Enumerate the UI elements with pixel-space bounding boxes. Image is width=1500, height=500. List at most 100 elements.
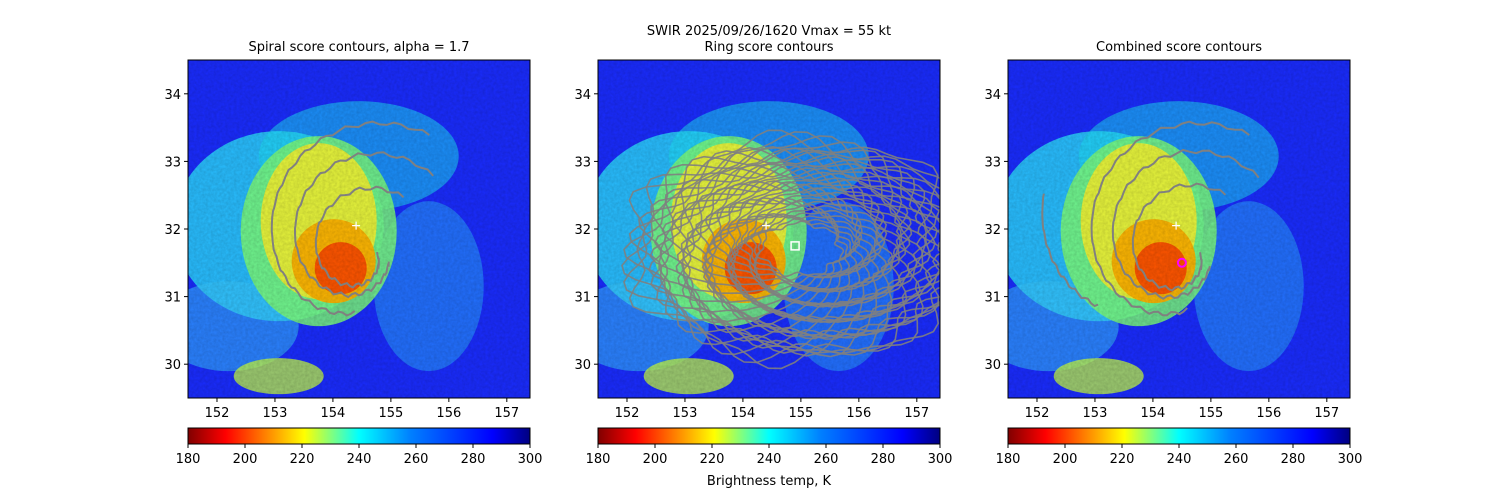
x-tick-label: 157 (904, 406, 929, 421)
ring-best-marker (790, 241, 800, 251)
x-tick-label: 154 (321, 406, 346, 421)
panel-title: Spiral score contours, alpha = 1.7 (248, 40, 469, 55)
contour-line (753, 216, 849, 282)
contour-line (1111, 148, 1260, 300)
x-tick-label: 156 (436, 406, 461, 421)
colorbar-tick-label: 220 (700, 452, 725, 467)
panel-spiral: Spiral score contours, alpha = 1.7 152 153… (164, 40, 543, 467)
contour-line (621, 135, 940, 356)
x-tick-label: 157 (494, 406, 519, 421)
y-tick-label: 34 (574, 88, 591, 103)
contour-line (733, 207, 864, 291)
colorbar-tick-label: 280 (1281, 452, 1306, 467)
contour-line (695, 180, 907, 321)
y-tick-label: 30 (574, 358, 591, 373)
colorbar-tick-label: 200 (233, 452, 258, 467)
colorbar-tick-label: 220 (290, 452, 315, 467)
colorbar-tick-label: 220 (1110, 452, 1135, 467)
y-tick-label: 33 (574, 155, 591, 170)
colorbar-tick-label: 180 (996, 452, 1021, 467)
colorbar-tick-label: 300 (928, 452, 953, 467)
colorbar-tick-label: 260 (404, 452, 429, 467)
x-tick-label: 154 (1141, 406, 1166, 421)
x-tick-label: 154 (731, 406, 756, 421)
contour-line (676, 171, 918, 323)
contour-line (718, 196, 882, 304)
contour-line (743, 213, 857, 288)
y-tick-label: 31 (984, 291, 1001, 306)
figure-suptitle: SWIR 2025/09/26/1620 Vmax = 55 kt (647, 24, 891, 39)
contour-line (711, 197, 886, 306)
y-tick-label: 30 (164, 358, 181, 373)
x-tick-label: 153 (673, 406, 698, 421)
contour-line (628, 129, 940, 370)
colorbar-tick-label: 260 (814, 452, 839, 467)
colorbar-tick-label: 240 (347, 452, 372, 467)
colorbar-tick-label: 260 (1224, 452, 1249, 467)
x-tick-label: 152 (1025, 406, 1050, 421)
y-tick-label: 30 (984, 358, 1001, 373)
colorbar-tick-label: 180 (176, 452, 201, 467)
plot-area (1008, 60, 1350, 398)
y-tick-label: 31 (574, 291, 591, 306)
colorbar (187, 427, 531, 445)
contour-line (314, 185, 405, 289)
contour-line (294, 151, 434, 299)
panel-ring: Ring score contours 152 153 154 155 156 157 30 3… (574, 40, 953, 467)
panel-title: Combined score contours (1096, 40, 1262, 55)
colorbar (597, 427, 941, 445)
y-tick-label: 33 (984, 155, 1001, 170)
contour-line (687, 180, 911, 323)
contour-line (1090, 120, 1250, 317)
x-tick-label: 153 (1083, 406, 1108, 421)
colorbar-tick-label: 280 (461, 452, 486, 467)
panel-title: Ring score contours (704, 40, 833, 55)
colorbar-tick-label: 300 (518, 452, 543, 467)
field-texture (1008, 60, 1350, 398)
colorbar-tick-label: 180 (586, 452, 611, 467)
colorbar-tick-label: 280 (871, 452, 896, 467)
contour-line (727, 197, 877, 301)
plot-area (598, 60, 940, 398)
contour-line (1131, 182, 1227, 292)
contour-line (638, 146, 940, 357)
x-tick-label: 156 (1256, 406, 1281, 421)
contour-line (623, 131, 940, 364)
y-tick-label: 34 (984, 88, 1001, 103)
contour-line (270, 120, 430, 317)
colorbar-label: Brightness temp, K (707, 474, 832, 489)
storm-center-marker (762, 221, 771, 230)
panel-combined: Combined score contours 152 153 154 155 156 15… (984, 40, 1363, 467)
x-tick-label: 156 (846, 406, 871, 421)
y-tick-label: 34 (164, 88, 181, 103)
field-texture (188, 60, 530, 398)
colorbar-tick-label: 300 (1338, 452, 1363, 467)
storm-center-marker (1172, 221, 1181, 230)
contour-line (661, 164, 936, 340)
x-tick-label: 152 (205, 406, 230, 421)
storm-center-marker (352, 221, 361, 230)
y-tick-label: 33 (164, 155, 181, 170)
y-tick-label: 32 (164, 223, 181, 238)
contour-line (1041, 193, 1099, 308)
combined-best-marker (1176, 257, 1187, 268)
x-tick-label: 155 (1198, 406, 1223, 421)
contour-line (653, 163, 938, 340)
colorbar-tick-label: 240 (757, 452, 782, 467)
contour-line (671, 163, 931, 338)
x-tick-label: 153 (263, 406, 288, 421)
contour-line (623, 141, 940, 356)
colorbar (1007, 427, 1351, 445)
x-tick-label: 155 (378, 406, 403, 421)
x-tick-label: 152 (615, 406, 640, 421)
colorbar-tick-label: 200 (643, 452, 668, 467)
plot-area (188, 60, 530, 398)
x-tick-label: 155 (788, 406, 813, 421)
x-tick-label: 157 (1314, 406, 1339, 421)
colorbar-tick-label: 240 (1167, 452, 1192, 467)
y-tick-label: 32 (984, 223, 1001, 238)
y-tick-label: 31 (164, 291, 181, 306)
y-tick-label: 32 (574, 223, 591, 238)
colorbar-tick-label: 200 (1053, 452, 1078, 467)
